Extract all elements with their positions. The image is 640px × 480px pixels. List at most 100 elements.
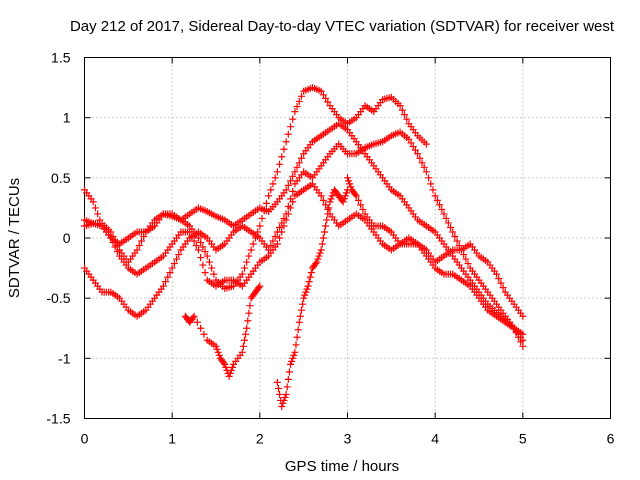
data-point [436, 201, 444, 209]
x-tick-label: 6 [607, 431, 615, 447]
data-point [205, 258, 213, 266]
data-point [296, 312, 304, 320]
data-point [339, 198, 347, 206]
data-point [398, 106, 406, 114]
data-point [284, 130, 292, 138]
series-track-6 [273, 186, 351, 410]
data-point [197, 239, 205, 247]
data-point [293, 163, 301, 171]
data-point [267, 186, 275, 194]
data-point [258, 214, 266, 222]
data-point [297, 154, 305, 162]
data-point [276, 223, 284, 231]
data-point [292, 341, 300, 349]
data-point [291, 168, 299, 176]
data-point [220, 359, 228, 367]
data-point [249, 240, 257, 248]
data-point [422, 140, 430, 148]
data-point [208, 264, 216, 272]
data-point [274, 384, 282, 392]
data-point [414, 150, 422, 158]
data-point [285, 368, 293, 376]
data-point [287, 360, 295, 368]
data-point [449, 228, 457, 236]
data-point [499, 284, 507, 292]
data-point [159, 282, 167, 290]
data-point [243, 324, 251, 332]
data-point [273, 240, 281, 248]
data-point [306, 273, 314, 281]
data-point [284, 181, 292, 189]
data-point [312, 260, 320, 268]
y-tick-labels: -1.5 -1 -0.5 0 0.5 1 1.5 [46, 50, 70, 427]
data-point [290, 351, 298, 359]
data-point [291, 348, 299, 356]
data-point [294, 326, 302, 334]
data-point [328, 192, 336, 200]
data-point [289, 187, 297, 195]
data-point [442, 214, 450, 222]
data-point [304, 282, 312, 290]
data-point [197, 324, 205, 332]
data-point [199, 261, 207, 269]
data-point [289, 198, 297, 206]
data-point [273, 168, 281, 176]
data-point [192, 242, 200, 250]
data-point [519, 312, 527, 320]
y-tick-label: -0.5 [46, 290, 70, 306]
data-point [280, 145, 288, 153]
y-tick-label: 1 [63, 110, 71, 126]
data-point [193, 318, 201, 326]
data-point [409, 143, 417, 151]
data-point [316, 249, 324, 257]
data-point [403, 115, 411, 123]
data-point [200, 330, 208, 338]
data-point [164, 273, 172, 281]
data-point [189, 314, 197, 322]
data-point [107, 234, 115, 242]
data-point [297, 92, 305, 100]
data-point [357, 201, 365, 209]
data-point [282, 138, 290, 146]
data-point [302, 288, 310, 296]
data-point [301, 291, 309, 299]
data-point [188, 232, 196, 240]
data-point [427, 180, 435, 188]
data-point [262, 199, 270, 207]
data-point [282, 390, 290, 398]
data-point [305, 278, 313, 286]
data-point [347, 183, 355, 191]
data-point [273, 378, 281, 386]
data-point [460, 251, 468, 259]
data-point [199, 243, 207, 251]
data-point [243, 258, 251, 266]
data-point [317, 87, 325, 95]
data-point [238, 270, 246, 278]
data-point [287, 204, 295, 212]
data-point [352, 192, 360, 200]
data-point [300, 294, 308, 302]
data-point [89, 198, 97, 206]
data-point [315, 252, 323, 260]
data-point [324, 210, 332, 218]
data-point [519, 342, 527, 350]
data-point [322, 201, 330, 209]
data-point [269, 180, 277, 188]
data-point [313, 258, 321, 266]
data-point [314, 255, 322, 263]
data-point [140, 232, 148, 240]
data-point [194, 234, 202, 242]
x-tick-label: 5 [519, 431, 527, 447]
data-point [433, 196, 441, 204]
data-point [422, 168, 430, 176]
data-point [340, 195, 348, 203]
x-tick-label: 2 [256, 431, 264, 447]
data-point [240, 264, 248, 272]
data-point [281, 393, 289, 401]
data-point [222, 363, 230, 371]
data-point [416, 154, 424, 162]
data-point [295, 97, 303, 105]
data-point [201, 269, 209, 277]
data-point [242, 330, 250, 338]
